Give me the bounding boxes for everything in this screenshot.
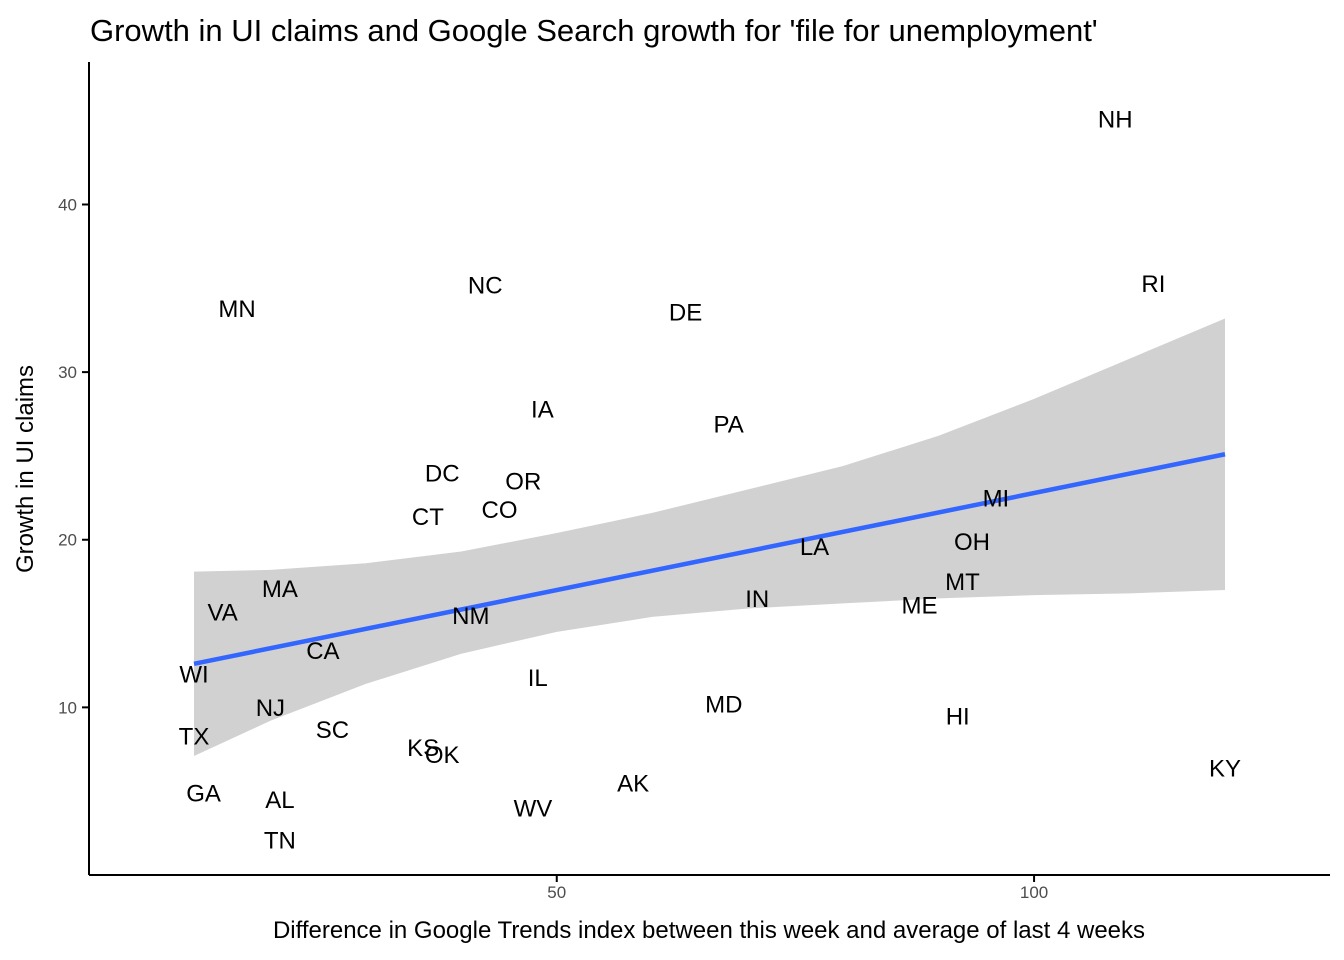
state-label-va: VA xyxy=(207,599,237,626)
state-label-mn: MN xyxy=(218,296,255,323)
state-label-tx: TX xyxy=(179,724,210,751)
state-label-nh: NH xyxy=(1098,107,1133,134)
state-label-ia: IA xyxy=(531,397,554,424)
state-label-dc: DC xyxy=(425,460,460,487)
state-label-hi: HI xyxy=(946,703,970,730)
y-tick-label-40: 40 xyxy=(58,195,77,214)
state-label-il: IL xyxy=(528,665,548,692)
state-label-ks: KS xyxy=(407,735,439,762)
y-tick-label-30: 30 xyxy=(58,363,77,382)
state-label-ri: RI xyxy=(1141,271,1165,298)
y-tick-label-10: 10 xyxy=(58,698,77,717)
x-axis-label: Difference in Google Trends index betwee… xyxy=(273,917,1145,944)
state-label-ma: MA xyxy=(262,576,298,603)
state-label-nj: NJ xyxy=(256,695,285,722)
state-label-al: AL xyxy=(265,787,294,814)
state-label-wi: WI xyxy=(179,661,208,688)
y-tick-label-20: 20 xyxy=(58,531,77,550)
x-tick-label-50: 50 xyxy=(547,883,566,902)
chart-title: Growth in UI claims and Google Search gr… xyxy=(90,13,1098,48)
state-label-in: IN xyxy=(745,586,769,613)
state-label-la: LA xyxy=(800,534,829,561)
axes xyxy=(88,62,1330,876)
state-label-mt: MT xyxy=(945,569,980,596)
state-label-or: OR xyxy=(505,469,541,496)
state-label-md: MD xyxy=(705,692,742,719)
trend-line xyxy=(193,452,1226,666)
confidence-band-layer xyxy=(194,318,1225,756)
state-label-pa: PA xyxy=(713,412,743,439)
state-label-mi: MI xyxy=(983,485,1010,512)
axis-ticks: 10 20 30 40 50 100 xyxy=(58,195,1048,902)
state-label-ok: OK xyxy=(425,742,460,769)
state-label-oh: OH xyxy=(954,529,990,556)
x-tick-label-100: 100 xyxy=(1020,883,1048,902)
state-label-co: CO xyxy=(482,497,518,524)
state-label-nc: NC xyxy=(468,273,503,300)
state-label-me: ME xyxy=(902,593,938,620)
state-label-ca: CA xyxy=(306,638,339,665)
state-label-nm: NM xyxy=(452,603,489,630)
state-label-de: DE xyxy=(669,299,702,326)
confidence-band xyxy=(194,318,1225,756)
y-axis-label: Growth in UI claims xyxy=(12,365,39,573)
state-label-tn: TN xyxy=(264,827,296,854)
trend-line-layer xyxy=(193,452,1226,666)
state-label-ky: KY xyxy=(1209,755,1241,782)
state-label-sc: SC xyxy=(316,717,349,744)
state-label-ak: AK xyxy=(617,770,649,797)
state-label-ct: CT xyxy=(412,504,444,531)
state-label-ga: GA xyxy=(186,781,221,808)
state-label-wv: WV xyxy=(514,796,553,823)
